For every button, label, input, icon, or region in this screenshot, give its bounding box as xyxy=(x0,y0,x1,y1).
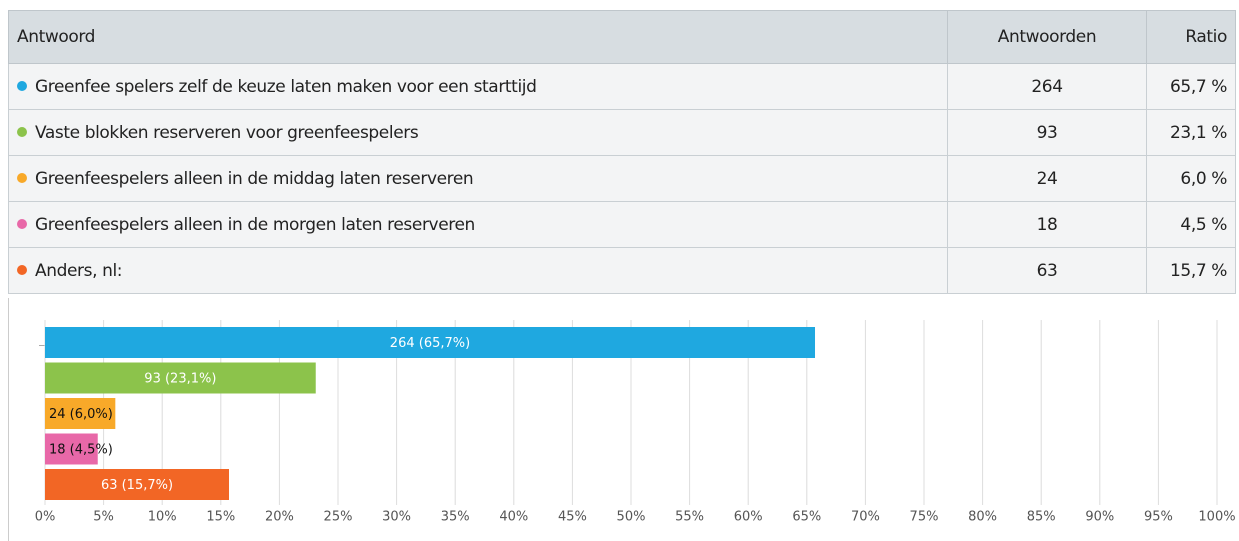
x-tick-label: 95% xyxy=(1144,510,1173,525)
x-tick-label: 65% xyxy=(792,510,821,525)
bar xyxy=(45,398,116,429)
answer-label: Vaste blokken reserveren voor greenfeesp… xyxy=(35,122,419,143)
table-cell: 15,7 % xyxy=(1146,247,1236,294)
x-tick-label: 0% xyxy=(35,510,56,525)
x-tick-label: 35% xyxy=(441,510,470,525)
table-row: Greenfee spelers zelf de keuze laten mak… xyxy=(8,63,1236,110)
table-cell: 23,1 % xyxy=(1146,109,1236,156)
x-tick-label: 90% xyxy=(1085,510,1114,525)
x-tick-label: 20% xyxy=(265,510,294,525)
x-tick-label: 100% xyxy=(1198,510,1235,525)
table-cell: Vaste blokken reserveren voor greenfeesp… xyxy=(8,109,948,156)
table-row: Anders, nl: 63 15,7 % xyxy=(8,247,1236,294)
x-tick-label: 85% xyxy=(1027,510,1056,525)
x-tick-label: 10% xyxy=(148,510,177,525)
legend-dot xyxy=(17,80,27,91)
bar xyxy=(45,433,98,465)
table-cell: Anders, nl: xyxy=(8,247,948,294)
legend-dot xyxy=(17,264,27,275)
x-tick-label: 45% xyxy=(558,510,587,525)
x-tick-label: 30% xyxy=(382,510,411,525)
x-tick-label: 40% xyxy=(499,510,528,525)
bar xyxy=(45,362,316,394)
x-tick-label: 25% xyxy=(324,510,353,525)
table-cell: Greenfee spelers zelf de keuze laten mak… xyxy=(8,63,948,110)
x-tick-label: 70% xyxy=(851,510,880,525)
table-cell: 65,7 % xyxy=(1146,63,1236,110)
x-tick-label: 5% xyxy=(93,510,114,525)
table-cell: 4,5 % xyxy=(1146,201,1236,248)
table-cell: 93 xyxy=(947,109,1147,156)
header-cell: Antwoord xyxy=(8,10,948,64)
answer-label: Greenfeespelers alleen in de middag late… xyxy=(35,168,474,189)
x-tick-label: 15% xyxy=(206,510,235,525)
x-tick-label: 60% xyxy=(734,510,763,525)
answer-label: Greenfee spelers zelf de keuze laten mak… xyxy=(35,76,537,97)
table-cell: Greenfeespelers alleen in de middag late… xyxy=(8,155,948,202)
table-cell: 18 xyxy=(947,201,1147,248)
table-cell: 63 xyxy=(947,247,1147,294)
bar-label: 63 (15,7%) xyxy=(101,478,173,493)
results-table: Antwoord Antwoorden Ratio Greenfee spele… xyxy=(8,10,1236,294)
legend-dot xyxy=(17,126,27,137)
x-tick-label: 75% xyxy=(910,510,939,525)
x-tick-label: 80% xyxy=(968,510,997,525)
answer-label: Greenfeespelers alleen in de morgen late… xyxy=(35,214,475,235)
bar xyxy=(45,327,816,358)
bar-label: 264 (65,7%) xyxy=(390,336,470,351)
header-row: Antwoord Antwoorden Ratio xyxy=(8,10,1236,64)
table-row: Greenfeespelers alleen in de middag late… xyxy=(8,155,1236,202)
bar-label: 93 (23,1%) xyxy=(144,372,216,387)
table-cell: Greenfeespelers alleen in de morgen late… xyxy=(8,201,948,248)
table-row: Vaste blokken reserveren voor greenfeesp… xyxy=(8,109,1236,156)
answer-label: Anders, nl: xyxy=(35,260,123,281)
bar-label: 18 (4,5%) xyxy=(49,443,113,458)
x-tick-label: 55% xyxy=(675,510,704,525)
x-tick-label: 50% xyxy=(617,510,646,525)
table-cell: 6,0 % xyxy=(1146,155,1236,202)
legend-dot xyxy=(17,218,27,229)
table-row: Greenfeespelers alleen in de morgen late… xyxy=(8,201,1236,248)
bar xyxy=(45,469,230,500)
bar-label: 24 (6,0%) xyxy=(49,407,113,422)
legend-dot xyxy=(17,172,27,183)
table-cell: 264 xyxy=(947,63,1147,110)
